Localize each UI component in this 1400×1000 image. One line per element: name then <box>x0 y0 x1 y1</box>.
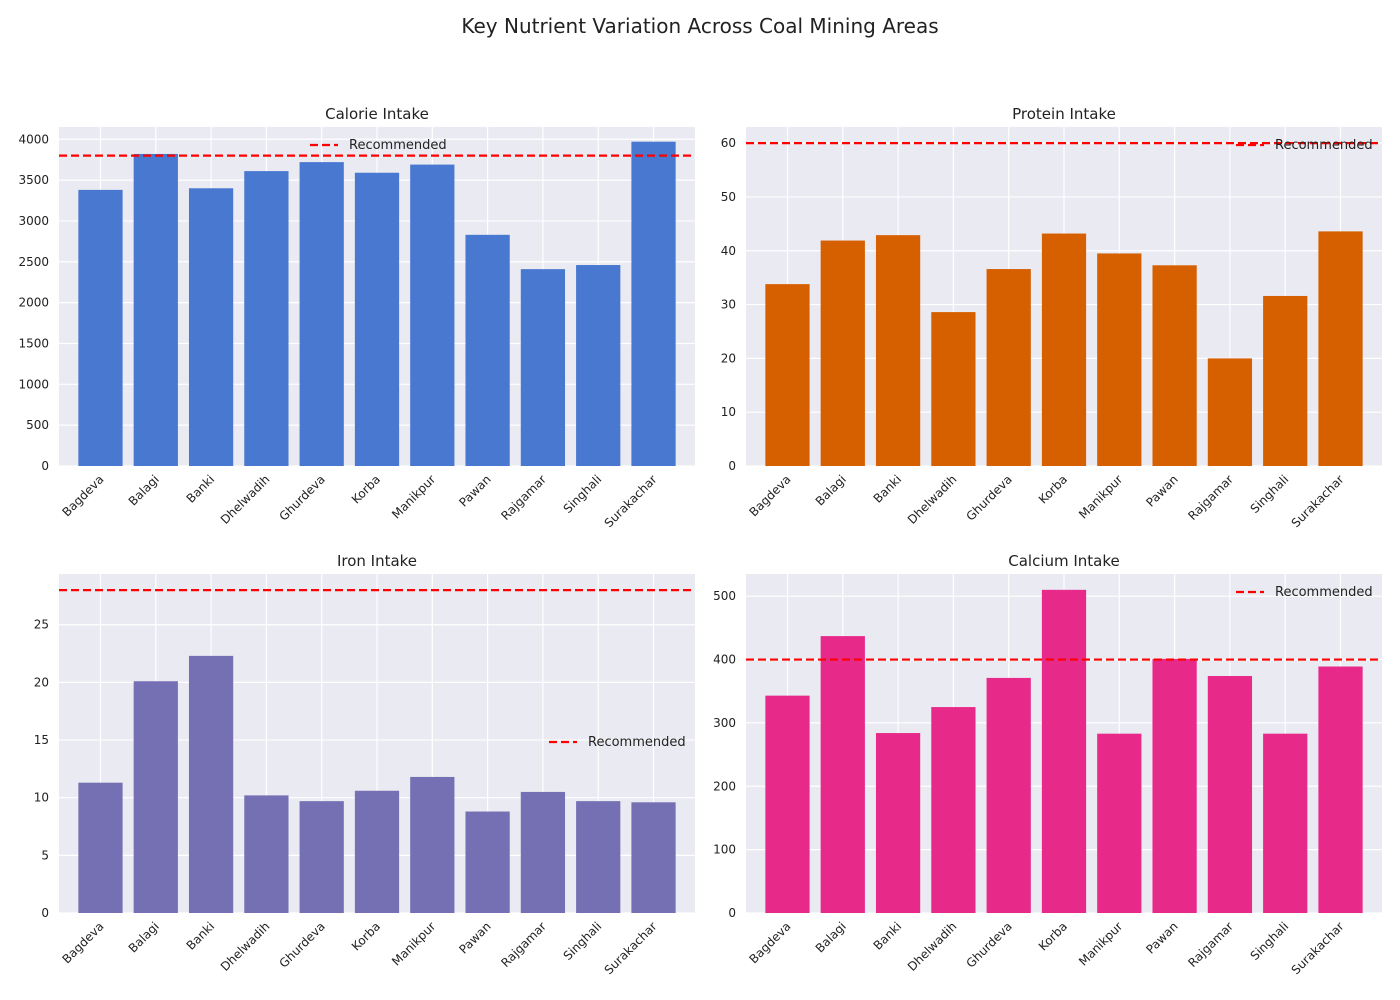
chart-title: Protein Intake <box>1012 105 1116 123</box>
y-tick-label: 2000 <box>18 296 49 310</box>
y-tick-label: 100 <box>713 843 736 857</box>
bar-pawan <box>1152 658 1197 913</box>
bar-bagdeva <box>78 782 123 913</box>
y-tick-label: 10 <box>34 791 49 805</box>
x-tick-label: Pawan <box>1143 919 1180 956</box>
bar-rajgamar <box>520 269 566 466</box>
y-tick-label: 20 <box>721 351 736 365</box>
bar-dhelwadih <box>244 171 289 466</box>
legend-label: Recommended <box>349 138 447 153</box>
bar-manikpur <box>1097 253 1142 466</box>
x-tick-label: Surakachar <box>1289 919 1347 977</box>
y-tick-label: 4000 <box>18 132 49 146</box>
y-tick-label: 40 <box>721 244 736 258</box>
y-tick-label: 20 <box>34 675 49 689</box>
figure-title: Key Nutrient Variation Across Coal Minin… <box>461 14 939 38</box>
y-tick-label: 500 <box>26 418 49 432</box>
x-tick-label: Dhelwadih <box>905 919 960 974</box>
bar-manikpur <box>410 164 455 466</box>
bar-banki <box>188 188 234 466</box>
bar-balagi <box>820 636 865 913</box>
bar-surakachar <box>1318 231 1363 466</box>
y-tick-label: 3500 <box>18 173 49 187</box>
y-tick-label: 400 <box>713 653 736 667</box>
bar-singhali <box>1263 295 1308 466</box>
y-tick-label: 0 <box>41 906 49 920</box>
y-tick-label: 25 <box>34 618 49 632</box>
y-tick-label: 50 <box>721 190 736 204</box>
bar-ghurdeva <box>299 801 344 913</box>
y-tick-label: 1000 <box>18 377 49 391</box>
y-tick-label: 15 <box>34 733 49 747</box>
y-tick-label: 30 <box>721 298 736 312</box>
bar-pawan <box>465 811 510 913</box>
bar-banki <box>188 655 234 913</box>
bar-manikpur <box>1097 733 1142 913</box>
y-tick-label: 0 <box>728 459 736 473</box>
y-tick-label: 500 <box>713 589 736 603</box>
bar-ghurdeva <box>986 269 1031 466</box>
chart-title: Calorie Intake <box>325 105 429 123</box>
bar-singhali <box>576 265 621 466</box>
y-tick-label: 10 <box>721 405 736 419</box>
bar-surakachar <box>631 141 676 466</box>
y-tick-label: 0 <box>728 906 736 920</box>
bar-ghurdeva <box>986 677 1031 913</box>
bar-banki <box>875 733 921 913</box>
bar-korba <box>1041 233 1087 466</box>
bar-banki <box>875 235 921 466</box>
legend-label: Recommended <box>1275 585 1373 600</box>
y-tick-label: 300 <box>713 716 736 730</box>
bar-rajgamar <box>520 791 566 913</box>
x-tick-label: Bagdeva <box>746 919 793 966</box>
x-tick-label: Banki <box>871 919 905 953</box>
bar-bagdeva <box>765 284 810 466</box>
bar-rajgamar <box>1207 676 1253 913</box>
bar-korba <box>354 172 400 467</box>
y-tick-label: 3000 <box>18 214 49 228</box>
chart-title: Iron Intake <box>337 552 417 570</box>
bar-pawan <box>465 234 510 466</box>
x-tick-label: Rajgamar <box>1185 919 1236 970</box>
bar-balagi <box>820 240 865 466</box>
x-tick-label: Ghurdeva <box>963 919 1014 970</box>
bar-singhali <box>1263 733 1308 913</box>
bar-singhali <box>576 801 621 913</box>
bar-korba <box>1041 589 1087 913</box>
bar-manikpur <box>410 776 455 913</box>
y-tick-label: 200 <box>713 779 736 793</box>
y-tick-label: 1500 <box>18 336 49 350</box>
bar-surakachar <box>631 802 676 913</box>
legend-label: Recommended <box>588 735 686 750</box>
bar-bagdeva <box>765 695 810 913</box>
bar-ghurdeva <box>299 162 344 466</box>
bar-korba <box>354 790 400 913</box>
bar-dhelwadih <box>244 795 289 913</box>
bar-rajgamar <box>1207 358 1253 466</box>
legend-label: Recommended <box>1275 138 1373 153</box>
y-tick-label: 5 <box>41 848 49 862</box>
chart-title: Calcium Intake <box>1008 552 1120 570</box>
bar-bagdeva <box>78 189 123 466</box>
bar-balagi <box>133 681 178 913</box>
bar-dhelwadih <box>931 312 976 466</box>
bar-dhelwadih <box>931 707 976 913</box>
bar-pawan <box>1152 265 1197 466</box>
bar-balagi <box>133 153 178 467</box>
x-tick-label: Singhali <box>1248 919 1292 963</box>
y-tick-label: 0 <box>41 459 49 473</box>
x-tick-label: Balagi <box>813 919 849 955</box>
bar-surakachar <box>1318 666 1363 913</box>
y-tick-label: 2500 <box>18 255 49 269</box>
y-tick-label: 60 <box>721 136 736 150</box>
x-tick-label: Korba <box>1036 919 1070 953</box>
x-tick-label: Manikpur <box>1076 919 1125 968</box>
